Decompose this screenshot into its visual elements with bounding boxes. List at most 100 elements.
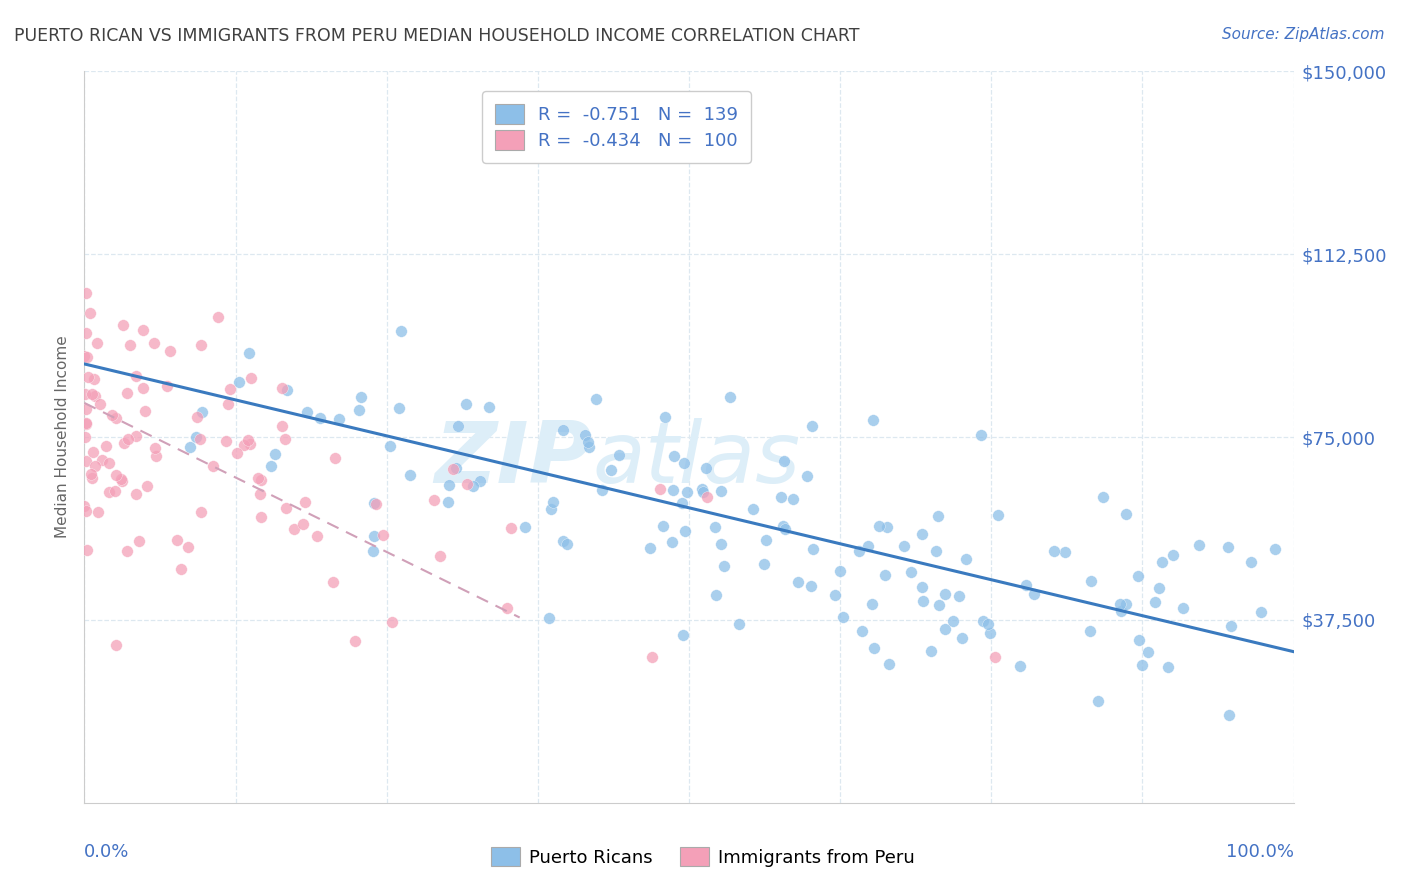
Point bbox=[703, 519, 725, 533]
Point bbox=[75, 326, 97, 341]
Point bbox=[366, 497, 388, 511]
Point bbox=[713, 559, 735, 574]
Point bbox=[98, 485, 121, 500]
Point bbox=[179, 440, 201, 454]
Point bbox=[555, 537, 578, 551]
Point bbox=[1053, 545, 1076, 559]
Point bbox=[89, 396, 111, 410]
Point bbox=[124, 428, 146, 442]
Point bbox=[860, 597, 883, 611]
Point bbox=[662, 483, 685, 497]
Point bbox=[1250, 605, 1272, 619]
Point bbox=[979, 625, 1001, 640]
Point bbox=[215, 434, 238, 449]
Point bbox=[801, 542, 824, 557]
Point bbox=[948, 590, 970, 604]
Point bbox=[796, 468, 818, 483]
Point bbox=[190, 338, 212, 352]
Point bbox=[585, 392, 607, 406]
Point bbox=[170, 562, 193, 576]
Point bbox=[1240, 556, 1263, 570]
Point bbox=[868, 518, 890, 533]
Point bbox=[439, 478, 461, 492]
Point bbox=[1015, 578, 1038, 592]
Point bbox=[828, 564, 851, 578]
Point bbox=[950, 631, 973, 645]
Point bbox=[73, 500, 96, 514]
Point bbox=[773, 523, 796, 537]
Point bbox=[576, 434, 599, 449]
Point bbox=[1144, 595, 1167, 609]
Point bbox=[96, 439, 118, 453]
Point bbox=[156, 379, 179, 393]
Point bbox=[599, 463, 621, 477]
Point bbox=[247, 471, 270, 485]
Point bbox=[832, 609, 855, 624]
Point bbox=[125, 368, 148, 383]
Point bbox=[1108, 597, 1130, 611]
Point bbox=[675, 524, 697, 538]
Point bbox=[125, 486, 148, 500]
Point bbox=[236, 433, 259, 447]
Point bbox=[120, 337, 142, 351]
Point bbox=[292, 517, 315, 532]
Point bbox=[654, 409, 676, 424]
Point bbox=[478, 400, 501, 414]
Point bbox=[142, 335, 165, 350]
Point bbox=[934, 587, 956, 601]
Point bbox=[87, 505, 110, 519]
Point bbox=[754, 557, 776, 571]
Point bbox=[276, 383, 298, 397]
Point bbox=[1219, 618, 1241, 632]
Point bbox=[824, 588, 846, 602]
Point bbox=[578, 440, 600, 454]
Point bbox=[363, 529, 385, 543]
Point bbox=[260, 458, 283, 473]
Legend: R =  -0.751   N =  139, R =  -0.434   N =  100: R = -0.751 N = 139, R = -0.434 N = 100 bbox=[482, 91, 751, 162]
Point bbox=[80, 467, 103, 482]
Point bbox=[309, 410, 332, 425]
Point bbox=[233, 438, 256, 452]
Point bbox=[271, 419, 294, 434]
Point bbox=[294, 494, 316, 508]
Point bbox=[456, 477, 478, 491]
Point bbox=[389, 324, 412, 338]
Point bbox=[105, 410, 128, 425]
Point bbox=[83, 459, 105, 474]
Point bbox=[111, 318, 134, 332]
Point bbox=[274, 500, 297, 515]
Point bbox=[876, 520, 898, 534]
Point bbox=[927, 509, 949, 524]
Point bbox=[513, 520, 536, 534]
Point bbox=[972, 615, 994, 629]
Point bbox=[720, 391, 742, 405]
Point bbox=[977, 616, 1000, 631]
Point bbox=[104, 483, 127, 498]
Point bbox=[166, 533, 188, 547]
Point bbox=[117, 433, 139, 447]
Text: Source: ZipAtlas.com: Source: ZipAtlas.com bbox=[1222, 27, 1385, 42]
Point bbox=[73, 387, 96, 401]
Point bbox=[186, 410, 208, 425]
Point bbox=[1130, 658, 1153, 673]
Point bbox=[499, 521, 522, 535]
Point bbox=[297, 405, 319, 419]
Point bbox=[239, 436, 262, 450]
Point bbox=[132, 381, 155, 395]
Point bbox=[349, 403, 371, 417]
Point bbox=[110, 475, 132, 489]
Point bbox=[104, 639, 127, 653]
Point bbox=[650, 483, 672, 497]
Point bbox=[380, 439, 402, 453]
Point bbox=[912, 594, 935, 608]
Point bbox=[1008, 659, 1031, 673]
Point bbox=[105, 468, 128, 483]
Point bbox=[201, 459, 224, 474]
Point bbox=[675, 485, 697, 500]
Point bbox=[553, 533, 575, 548]
Point bbox=[591, 483, 613, 498]
Point bbox=[361, 544, 384, 558]
Point bbox=[772, 518, 794, 533]
Point bbox=[893, 539, 915, 553]
Point bbox=[240, 370, 263, 384]
